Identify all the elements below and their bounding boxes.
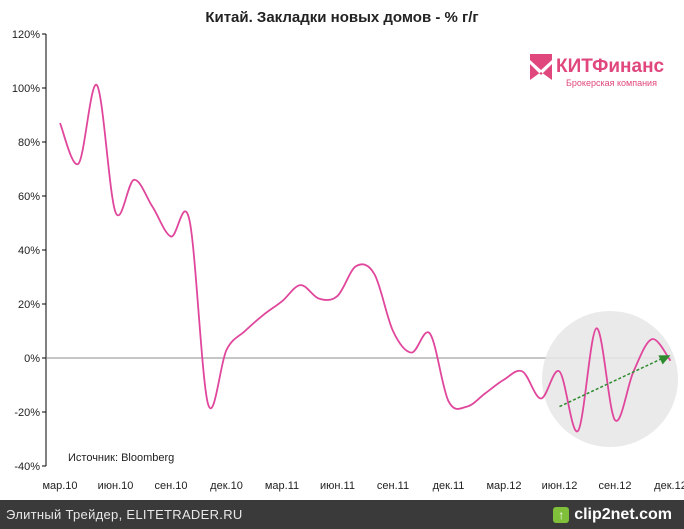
y-tick-label: 40%: [18, 245, 40, 257]
x-tick-label: июн.11: [320, 480, 355, 492]
x-tick-label: июн.10: [98, 480, 134, 492]
kitfinance-logo-tagline: Брокерская компания: [566, 78, 657, 88]
highlight-circle: [542, 311, 678, 447]
trend-arrow: [559, 355, 671, 408]
chart-title: Китай. Закладки новых домов - % г/г: [205, 9, 478, 26]
x-tick-label: сен.11: [377, 480, 409, 492]
y-tick-label: 60%: [18, 191, 40, 203]
x-tick-label: июн.12: [542, 480, 578, 492]
kitfinance-logo: КИТФинанс Брокерская компания: [530, 54, 665, 88]
trend-arrow-shaft: [559, 357, 663, 408]
kitfinance-logo-brand: КИТФинанс: [556, 56, 665, 77]
chart: Китай. Закладки новых домов - % г/г КИТФ…: [12, 9, 684, 492]
y-tick-label: 120%: [12, 29, 40, 41]
kitfinance-logo-mark: [530, 54, 552, 80]
y-tick-label: 80%: [18, 137, 40, 149]
x-tick-label: дек.12: [654, 480, 684, 492]
x-tick-label: сен.10: [155, 480, 188, 492]
x-tick-label: мар.11: [265, 480, 299, 492]
x-tick-label: мар.10: [42, 480, 77, 492]
footer: Элитный Трейдер, ELITETRADER.RU ↑ clip2n…: [0, 500, 684, 529]
y-tick-label: 100%: [12, 83, 40, 95]
y-tick-label: 20%: [18, 299, 40, 311]
series-line: [59, 84, 672, 432]
y-tick-label: -40%: [14, 461, 40, 473]
y-tick-label: 0%: [24, 353, 40, 365]
x-tick-label: дек.10: [210, 480, 243, 492]
clip2net-text: clip2net.com: [574, 505, 672, 523]
x-tick-label: мар.12: [486, 480, 521, 492]
footer-text: Элитный Трейдер, ELITETRADER.RU: [6, 507, 243, 522]
x-tick-label: сен.12: [599, 480, 632, 492]
trend-arrow-head: [658, 355, 671, 365]
clip2net-watermark: ↑ clip2net.com: [553, 506, 672, 524]
upload-arrow-icon: ↑: [553, 506, 570, 523]
source-note: Источник: Bloomberg: [68, 452, 174, 464]
y-tick-label: -20%: [14, 407, 40, 419]
x-tick-label: дек.11: [433, 480, 465, 492]
